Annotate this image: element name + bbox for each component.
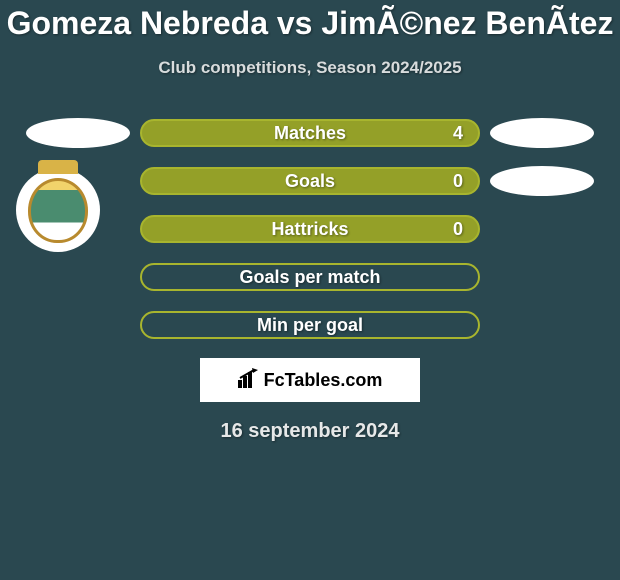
stat-label: Matches — [274, 123, 346, 144]
stat-bar: Hattricks 0 — [140, 215, 480, 243]
empty-slot-right — [490, 214, 594, 244]
stat-row: Goals per match — [0, 262, 620, 292]
empty-slot-left — [26, 262, 130, 292]
empty-slot-left — [26, 310, 130, 340]
empty-slot-right — [490, 310, 594, 340]
stat-value-right: 0 — [453, 219, 463, 240]
player-logo-right — [490, 118, 594, 148]
stat-bar: Min per goal — [140, 311, 480, 339]
stat-label: Hattricks — [271, 219, 348, 240]
season-subtitle: Club competitions, Season 2024/2025 — [0, 58, 620, 78]
main-container: Gomeza Nebreda vs JimÃ©nez BenÃ­tez Club… — [0, 0, 620, 443]
stat-bar: Goals per match — [140, 263, 480, 291]
stats-wrapper: Matches 4 Goals 0 Hattricks 0 Goals per match M… — [0, 118, 620, 340]
stat-label: Goals per match — [239, 267, 380, 288]
club-crest — [16, 168, 100, 252]
fctables-label: FcTables.com — [264, 370, 383, 391]
fctables-attribution[interactable]: FcTables.com — [200, 358, 420, 402]
stat-value-right: 0 — [453, 171, 463, 192]
crest-shield-icon — [28, 178, 88, 243]
stat-label: Goals — [285, 171, 335, 192]
stat-bar: Goals 0 — [140, 167, 480, 195]
player-logo-right — [490, 166, 594, 196]
page-title: Gomeza Nebreda vs JimÃ©nez BenÃ­tez — [0, 5, 620, 42]
stat-row: Min per goal — [0, 310, 620, 340]
crest-crown-icon — [38, 160, 78, 174]
date-label: 16 september 2024 — [0, 420, 620, 443]
club-crest-overlay — [16, 168, 100, 252]
stat-row: Matches 4 — [0, 118, 620, 148]
stat-label: Min per goal — [257, 315, 363, 336]
fctables-logo-icon — [238, 368, 258, 393]
player-logo-left — [26, 118, 130, 148]
empty-slot-right — [490, 262, 594, 292]
stat-bar: Matches 4 — [140, 119, 480, 147]
stat-value-right: 4 — [453, 123, 463, 144]
